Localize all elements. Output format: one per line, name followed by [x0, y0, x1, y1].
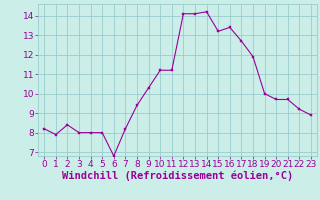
- X-axis label: Windchill (Refroidissement éolien,°C): Windchill (Refroidissement éolien,°C): [62, 171, 293, 181]
